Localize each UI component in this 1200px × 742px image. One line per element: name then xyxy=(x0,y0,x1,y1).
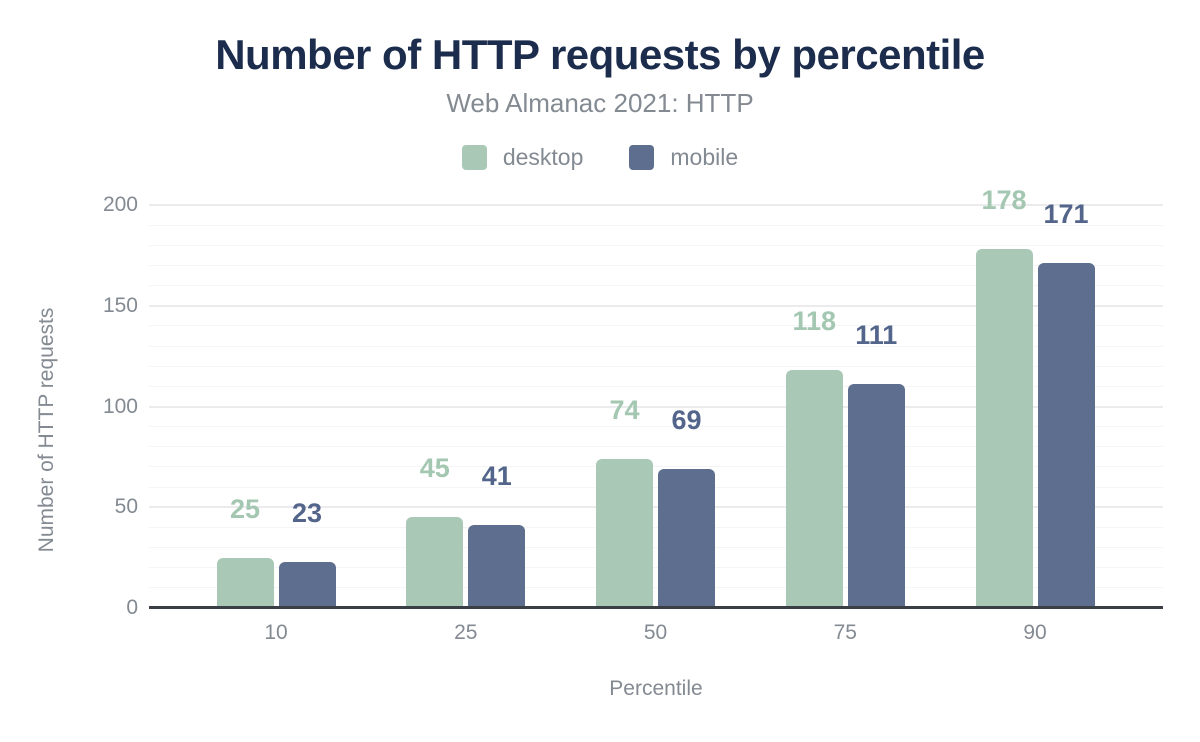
value-label-mobile: 111 xyxy=(855,320,898,351)
y-tick-label: 0 xyxy=(126,596,138,619)
legend: desktop mobile xyxy=(0,143,1200,171)
y-axis-title: Number of HTTP requests xyxy=(35,307,58,553)
minor-gridline xyxy=(149,345,1163,347)
y-tick-label: 150 xyxy=(102,293,138,317)
minor-gridline xyxy=(149,567,1163,569)
legend-item-mobile: mobile xyxy=(629,144,738,170)
legend-label-desktop: desktop xyxy=(502,144,584,170)
x-tick-label: 10 xyxy=(264,621,288,644)
value-label-desktop: 25 xyxy=(229,493,261,524)
bar-desktop xyxy=(596,458,653,608)
bar-mobile xyxy=(1037,263,1095,608)
y-tick-label: 100 xyxy=(102,394,138,418)
legend-item-desktop: desktop xyxy=(461,144,584,170)
bar-desktop xyxy=(975,249,1033,608)
x-axis-title: Percentile xyxy=(609,677,703,700)
value-label-desktop: 178 xyxy=(981,185,1027,216)
minor-gridline xyxy=(149,446,1163,448)
x-tick-label: 25 xyxy=(454,621,478,644)
x-tick-label: 90 xyxy=(1023,621,1047,644)
bar-mobile xyxy=(468,525,526,608)
y-tick-label: 200 xyxy=(102,193,138,216)
bar-desktop xyxy=(406,517,464,608)
desktop-swatch-icon xyxy=(461,144,487,170)
x-tick-label: 50 xyxy=(643,621,668,644)
major-gridline xyxy=(149,204,1163,206)
major-gridline xyxy=(149,405,1163,408)
minor-gridline xyxy=(149,325,1163,327)
minor-gridline xyxy=(149,486,1163,488)
minor-gridline xyxy=(149,526,1163,528)
value-label-mobile: 69 xyxy=(671,404,702,435)
bar-mobile xyxy=(658,468,715,608)
minor-gridline xyxy=(149,224,1163,226)
value-label-mobile: 41 xyxy=(481,461,512,492)
value-label-mobile: 171 xyxy=(1043,199,1089,230)
legend-label-mobile: mobile xyxy=(670,144,739,170)
minor-gridline xyxy=(149,426,1163,428)
value-label-desktop: 74 xyxy=(609,394,640,425)
minor-gridline xyxy=(149,264,1163,266)
mobile-swatch-icon xyxy=(629,144,655,170)
value-label-desktop: 45 xyxy=(419,453,450,484)
minor-gridline xyxy=(149,365,1163,367)
major-gridline xyxy=(149,506,1163,509)
major-gridline xyxy=(149,304,1163,307)
x-tick-label: 75 xyxy=(833,621,857,644)
minor-gridline xyxy=(149,385,1163,387)
bar-mobile xyxy=(278,561,336,608)
minor-gridline xyxy=(149,547,1163,549)
bar-desktop xyxy=(216,557,274,608)
value-label-desktop: 118 xyxy=(792,306,837,337)
chart-subtitle: Web Almanac 2021: HTTP xyxy=(446,88,754,118)
minor-gridline xyxy=(149,587,1163,589)
minor-gridline xyxy=(149,285,1163,287)
minor-gridline xyxy=(149,466,1163,468)
value-label-mobile: 23 xyxy=(291,497,323,528)
x-axis-line xyxy=(149,606,1163,609)
chart-title: Number of HTTP requests by percentile xyxy=(215,31,985,78)
bar-mobile xyxy=(847,384,905,608)
minor-gridline xyxy=(149,244,1163,246)
bar-desktop xyxy=(785,370,843,608)
y-tick-label: 50 xyxy=(114,495,138,519)
